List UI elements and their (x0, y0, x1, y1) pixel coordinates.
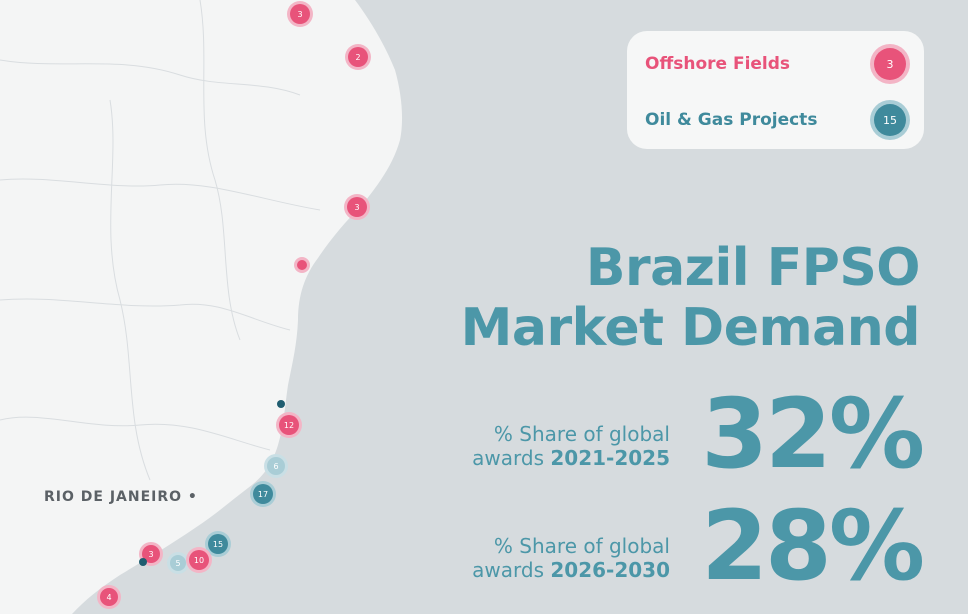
marker-count: 15 (213, 540, 223, 549)
stat-label-prefix: awards (472, 558, 551, 582)
legend-row-projects[interactable]: Oil & Gas Projects 15 (645, 100, 906, 140)
marker-count: 6 (273, 462, 278, 471)
stat-label-prefix: awards (472, 446, 551, 470)
stat-label-line: % Share of global (493, 422, 670, 446)
stat-value-2021-2025: 32% (701, 378, 925, 490)
map-marker[interactable]: 5 (167, 552, 189, 574)
marker-dot (139, 558, 147, 566)
stat-period: 2026-2030 (550, 558, 670, 582)
title-line-1: Brazil FPSO (585, 238, 921, 298)
stat-label-line: % Share of global (493, 534, 670, 558)
marker-dot (297, 260, 307, 270)
map-markers: 3 2 3 12 6 17 15 3 5 10 4 (97, 1, 371, 609)
marker-dot (208, 534, 228, 554)
map-marker[interactable] (139, 558, 147, 566)
map-marker[interactable]: 4 (97, 585, 121, 609)
marker-dot (142, 545, 160, 563)
marker-dot (100, 588, 118, 606)
marker-count: 3 (354, 203, 359, 212)
marker-count: 3 (148, 550, 153, 559)
marker-dot (170, 555, 186, 571)
marker-dot (189, 550, 209, 570)
map-marker[interactable]: 3 (344, 194, 370, 220)
map-marker[interactable] (277, 400, 285, 408)
marker-dot (347, 197, 367, 217)
map-marker[interactable]: 12 (276, 412, 302, 438)
marker-dot (267, 457, 285, 475)
marker-count: 3 (297, 10, 302, 19)
marker-dot (253, 484, 273, 504)
map-marker[interactable]: 10 (186, 547, 212, 573)
marker-count: 10 (194, 556, 204, 565)
page-title: Brazil FPSO Market Demand (460, 238, 921, 358)
stat-period: 2021-2025 (550, 446, 670, 470)
stat-label-2021-2025: % Share of global awards 2021-2025 (472, 422, 670, 470)
map-marker[interactable]: 17 (250, 481, 276, 507)
stat-value-2026-2030: 28% (701, 490, 925, 602)
map-marker[interactable]: 3 (287, 1, 313, 27)
marker-dot (290, 4, 310, 24)
legend-offshore-label: Offshore Fields (645, 54, 791, 74)
marker-dot (348, 47, 368, 67)
legend-offshore-badge: 3 (874, 48, 906, 80)
map-marker[interactable]: 6 (264, 454, 288, 478)
state-borders (0, 0, 321, 481)
legend-projects-badge: 15 (874, 104, 906, 136)
marker-dot (277, 400, 285, 408)
city-dot: • (187, 489, 198, 505)
legend-card: Offshore Fields 3 Oil & Gas Projects 15 (627, 31, 924, 149)
marker-count: 2 (355, 53, 360, 62)
city-label-rio: RIO DE JANEIRO • (44, 489, 198, 505)
stat-label-2026-2030: % Share of global awards 2026-2030 (472, 534, 670, 582)
marker-dot (279, 415, 299, 435)
land-mass (0, 0, 403, 614)
marker-count: 4 (106, 593, 111, 602)
marker-count: 17 (258, 490, 268, 499)
map-marker[interactable] (294, 257, 310, 273)
marker-count: 5 (175, 559, 180, 568)
map-marker[interactable]: 15 (205, 531, 231, 557)
marker-count: 12 (284, 421, 294, 430)
map-marker[interactable]: 2 (345, 44, 371, 70)
title-line-2: Market Demand (460, 298, 921, 358)
legend-projects-label: Oil & Gas Projects (645, 110, 818, 130)
legend-row-offshore[interactable]: Offshore Fields 3 (645, 44, 906, 84)
